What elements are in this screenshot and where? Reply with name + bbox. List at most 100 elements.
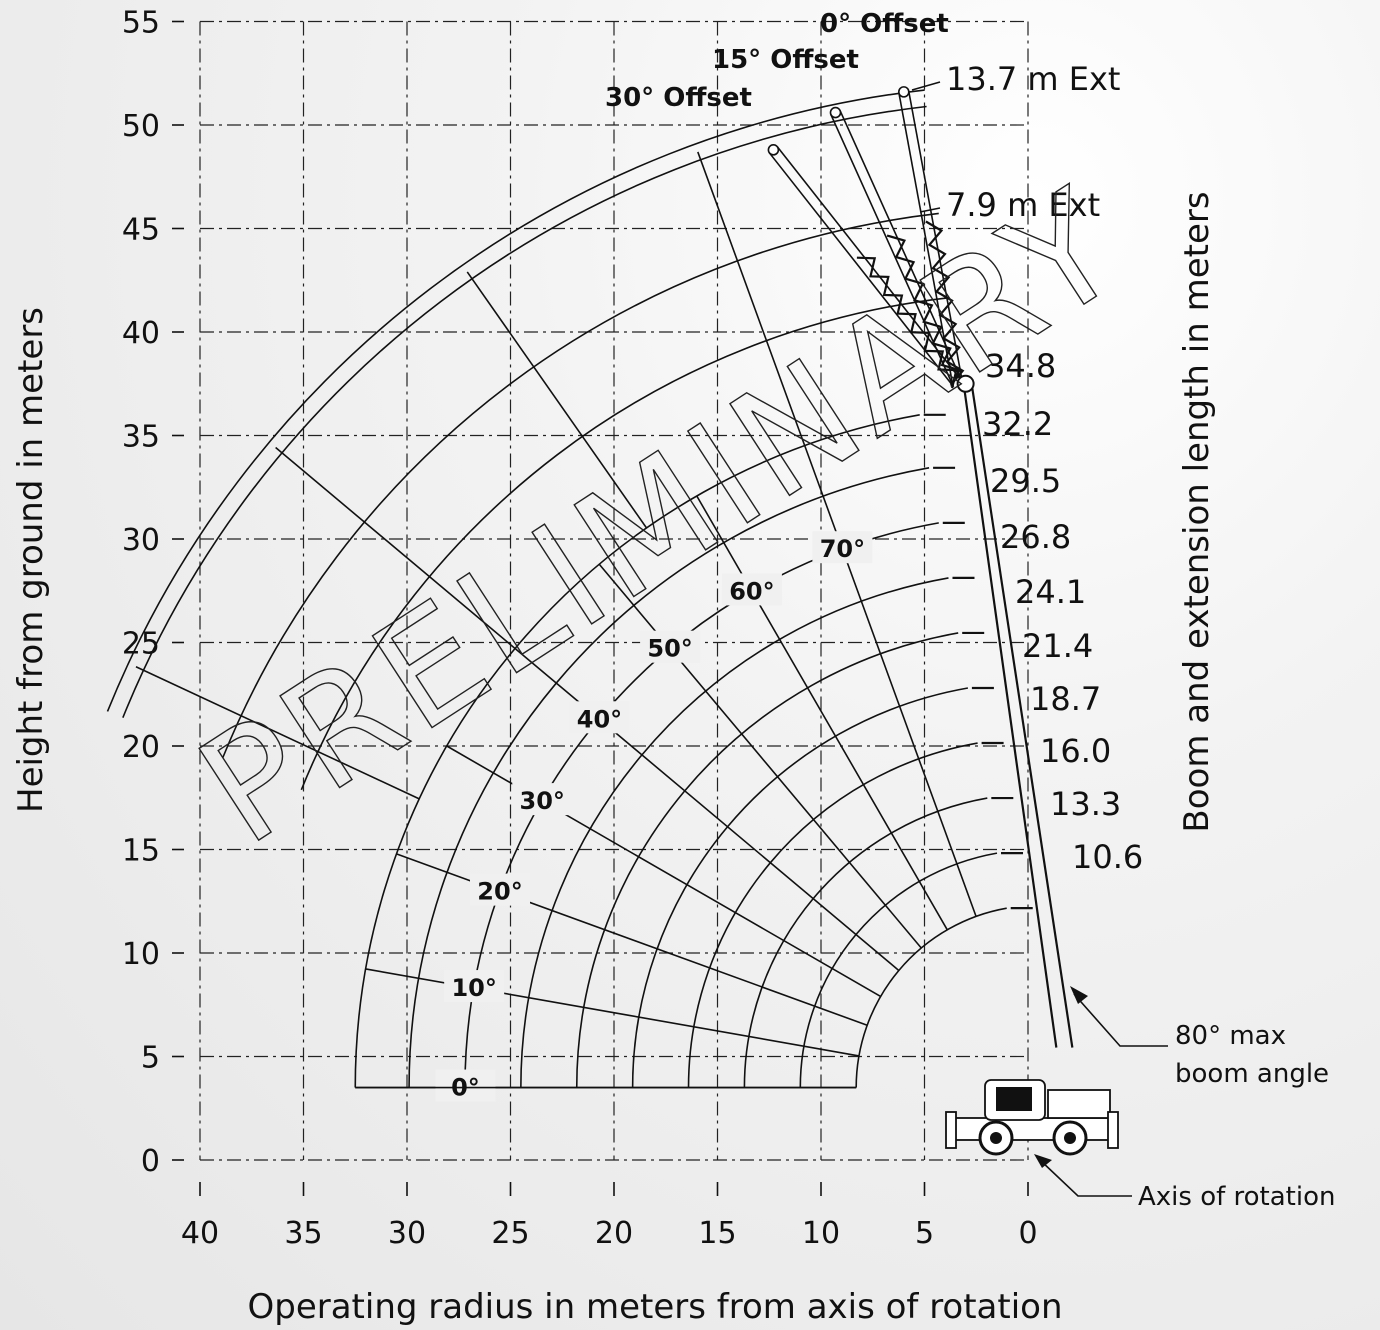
extension-ray <box>275 446 516 650</box>
crane-upper <box>1047 1089 1111 1119</box>
angle-label-bg <box>812 531 873 564</box>
extension-arcs <box>106 89 949 800</box>
boom-length-label: 32.2 <box>982 405 1053 443</box>
crane-cab-window <box>996 1087 1032 1111</box>
jib-tip-sheave <box>897 86 910 98</box>
x-axis-label: Operating radius in meters from axis of … <box>247 1287 1062 1327</box>
crane-hub <box>1064 1132 1076 1144</box>
jib-tip-sheave <box>829 106 842 119</box>
y-tick-label: 55 <box>122 6 160 41</box>
extension-label: 13.7 m Ext <box>946 60 1120 98</box>
angle-label-bg <box>435 1069 496 1102</box>
annotation-max-angle-line1: 80° max <box>1175 1021 1286 1051</box>
y-axis-label: Height from ground in meters <box>11 307 51 813</box>
jib-rail <box>776 146 963 382</box>
annotation-arrow <box>1034 1154 1052 1168</box>
extension-arc <box>300 296 949 791</box>
boom-head <box>956 374 975 393</box>
y-tick-label: 0 <box>141 1144 160 1179</box>
secondary-axis-label: Boom and extension length in meters <box>1177 191 1217 832</box>
boom-length-label: 26.8 <box>1000 518 1071 556</box>
annotation-axis-of-rotation: Axis of rotation <box>1138 1182 1336 1212</box>
x-tick-label: 30 <box>388 1216 426 1251</box>
annotation-max-angle-line2: boom angle <box>1175 1059 1329 1089</box>
x-tick-label: 10 <box>802 1216 840 1251</box>
y-tick-label: 45 <box>122 213 160 248</box>
annotation-leader <box>1039 1159 1132 1197</box>
angle-label-bg <box>640 630 701 663</box>
y-tick-label: 20 <box>122 730 160 765</box>
offset-label: 15° Offset <box>712 45 859 75</box>
offset-label: 0° Offset <box>820 9 949 39</box>
angle-label-bg <box>721 573 782 606</box>
jib-rail <box>768 152 955 388</box>
x-tick-label: 20 <box>595 1216 633 1251</box>
boom-length-arc <box>855 907 1007 1088</box>
angle-ray <box>598 563 922 949</box>
angle-ray <box>514 647 900 972</box>
extension-label: 7.9 m Ext <box>946 186 1100 224</box>
y-tick-label: 35 <box>122 420 160 455</box>
angle-label-bg <box>569 701 630 734</box>
angle-ray <box>696 495 948 931</box>
jib-tip-sheave <box>767 144 780 156</box>
y-tick-label: 5 <box>141 1041 160 1076</box>
annotation-arrow <box>1070 986 1088 1004</box>
boom-length-label: 10.6 <box>1072 838 1143 876</box>
crane-outrigger <box>1107 1111 1119 1149</box>
x-tick-label: 25 <box>491 1216 529 1251</box>
crane-chassis <box>949 1117 1116 1141</box>
y-tick-label: 10 <box>122 937 160 972</box>
y-tick-label: 25 <box>122 627 160 662</box>
crane-outrigger <box>945 1111 957 1149</box>
angle-label-bg <box>444 970 505 1003</box>
y-tick-label: 40 <box>122 316 160 351</box>
crane-vehicle-icon <box>945 1079 1119 1156</box>
crane-hub <box>990 1132 1002 1144</box>
boom-angle-rays: 0°10°20°30°40°50°60°70° <box>355 445 977 1102</box>
jib-lattice <box>856 256 958 389</box>
angle-ray <box>446 745 881 998</box>
extension-ray <box>135 666 420 800</box>
extension-ray <box>466 271 648 529</box>
angle-label: 50° <box>647 635 692 663</box>
extension-leader <box>919 207 941 213</box>
boom-rail-right <box>970 383 1074 1048</box>
y-tick-label: 30 <box>122 523 160 558</box>
jib-rail <box>830 114 954 387</box>
angle-ray <box>803 445 977 917</box>
angle-label: 70° <box>820 535 865 563</box>
extension-leader <box>911 81 941 91</box>
x-tick-label: 40 <box>181 1216 219 1251</box>
angle-label-bg <box>470 873 531 906</box>
angle-label-bg <box>512 783 573 816</box>
boom-and-jib-drawing <box>767 86 1074 1048</box>
boom-length-label: 16.0 <box>1040 732 1111 770</box>
y-tick-label: 15 <box>122 834 160 869</box>
extension-ray <box>697 151 806 446</box>
extension-arc <box>221 212 939 759</box>
x-tick-label: 5 <box>915 1216 934 1251</box>
boom-length-label: 29.5 <box>990 462 1061 500</box>
x-tick-label: 0 <box>1018 1216 1037 1251</box>
boom-length-label: 21.4 <box>1022 627 1093 665</box>
boom-length-label: 34.8 <box>985 347 1056 385</box>
x-tick-label: 35 <box>284 1216 322 1251</box>
boom-length-label: 24.1 <box>1015 573 1086 611</box>
angle-label: 60° <box>729 577 774 605</box>
annotation-leader <box>1073 993 1168 1047</box>
angle-label: 20° <box>477 878 522 906</box>
x-tick-label: 15 <box>698 1216 736 1251</box>
y-tick-label: 50 <box>122 109 160 144</box>
angle-ray <box>365 968 860 1057</box>
angle-label: 10° <box>451 974 496 1002</box>
extension-arc <box>122 105 927 718</box>
labels: 10.6 13.3 16.0 18.7 21.4 24.1 26.8 29.5 32.2 34.8… <box>605 9 1336 1212</box>
angle-label: 30° <box>520 787 565 815</box>
angle-label: 40° <box>577 705 622 733</box>
jib-rail <box>898 92 954 385</box>
grid <box>199 20 1029 1161</box>
extension-arc <box>106 89 925 712</box>
